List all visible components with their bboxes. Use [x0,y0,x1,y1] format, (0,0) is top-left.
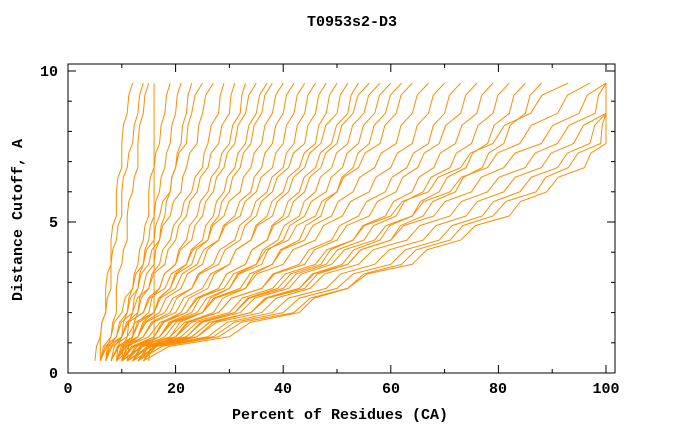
model-curve [121,82,182,361]
model-curve [142,82,402,362]
chart-title: T0953s2-D3 [307,14,397,31]
model-curve [132,82,359,362]
model-curve [105,82,150,361]
model-curve [132,83,607,362]
model-curve [115,82,171,361]
x-tick-label-40: 40 [274,381,292,398]
model-curve [121,82,316,362]
model-curve [105,82,306,362]
model-curve [115,82,349,362]
model-curve [116,82,569,362]
model-curve [99,82,203,362]
y-tick-label-0: 0 [49,366,58,383]
model-curve [110,82,273,362]
x-tick-label-80: 80 [489,381,507,398]
y-tick-labels: 0 5 10 [40,64,58,383]
model-curve [99,82,236,362]
model-curve [143,83,607,362]
model-curve [126,82,338,362]
model-curve [126,82,607,362]
plot-frame [67,63,616,374]
x-axis-label: Percent of Residues (CA) [232,407,448,424]
model-curve [121,82,268,362]
model-curve [105,82,214,362]
y-tick-label-5: 5 [49,215,58,232]
y-tick-label-10: 10 [40,64,58,81]
x-tick-label-20: 20 [167,381,185,398]
model-curve [110,82,327,362]
model-curve [94,82,144,361]
model-curve [126,82,478,362]
x-tick-label-0: 0 [63,381,72,398]
model-curve [126,82,392,362]
model-curve [115,82,246,362]
model-curve [121,82,591,362]
model-curve [115,82,413,362]
x-tick-label-100: 100 [592,381,619,398]
model-curve [137,83,607,362]
model-curve [121,82,607,362]
x-tick-labels: 0 20 40 60 80 100 [63,381,619,398]
model-curve [115,82,295,362]
x-tick-label-60: 60 [382,381,400,398]
model-curves-group [94,82,607,362]
model-curve [121,82,445,362]
y-axis-label: Distance Cutoff, A [10,139,27,301]
model-curve [126,82,193,361]
axis-ticks-group [67,64,615,374]
model-curve [99,82,284,362]
model-curve [126,83,607,362]
model-curve [110,82,225,362]
model-curve [132,82,510,362]
